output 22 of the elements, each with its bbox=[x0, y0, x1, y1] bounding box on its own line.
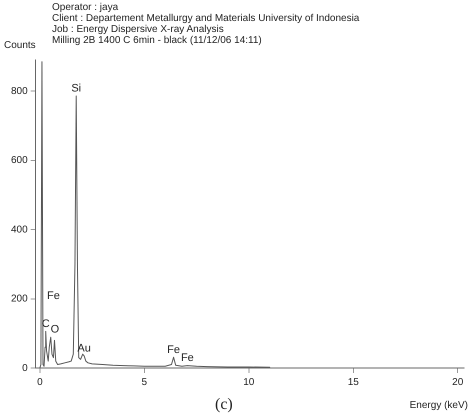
annotation: Fe bbox=[47, 290, 60, 302]
annotation: O bbox=[50, 324, 60, 336]
y-tick-label: 200 bbox=[10, 294, 28, 305]
annotation: Fe bbox=[167, 344, 180, 356]
text: Job : Energy Dispersive X-ray Analysis bbox=[52, 24, 225, 35]
x-tick-label: 10 bbox=[243, 376, 255, 388]
y-axis-title: Counts bbox=[4, 40, 36, 51]
text: Milling 2B 1400 C 6min - black (11/12/06 14:11) bbox=[52, 35, 263, 46]
annotation: Fe bbox=[180, 352, 194, 364]
y-tick-label: 600 bbox=[10, 155, 28, 166]
x-tick-label: 0 bbox=[37, 376, 44, 388]
y-tick-label: 400 bbox=[10, 224, 28, 236]
x-tick-label: 15 bbox=[348, 376, 360, 388]
text: (c) bbox=[215, 396, 233, 414]
x-axis-title: Energy (keV) bbox=[410, 400, 468, 411]
x-tick-label: 5 bbox=[142, 376, 148, 388]
chart-title: Operator : jaya bbox=[52, 2, 120, 13]
chart-subtitle: Client : Departement Metallurgy and Materials University of Indonesia bbox=[52, 13, 360, 24]
y-tick-label: 800 bbox=[10, 86, 28, 97]
annotation: Si bbox=[71, 82, 82, 95]
y-tick-label: 0 bbox=[22, 362, 28, 374]
x-tick-label: 20 bbox=[452, 376, 464, 388]
